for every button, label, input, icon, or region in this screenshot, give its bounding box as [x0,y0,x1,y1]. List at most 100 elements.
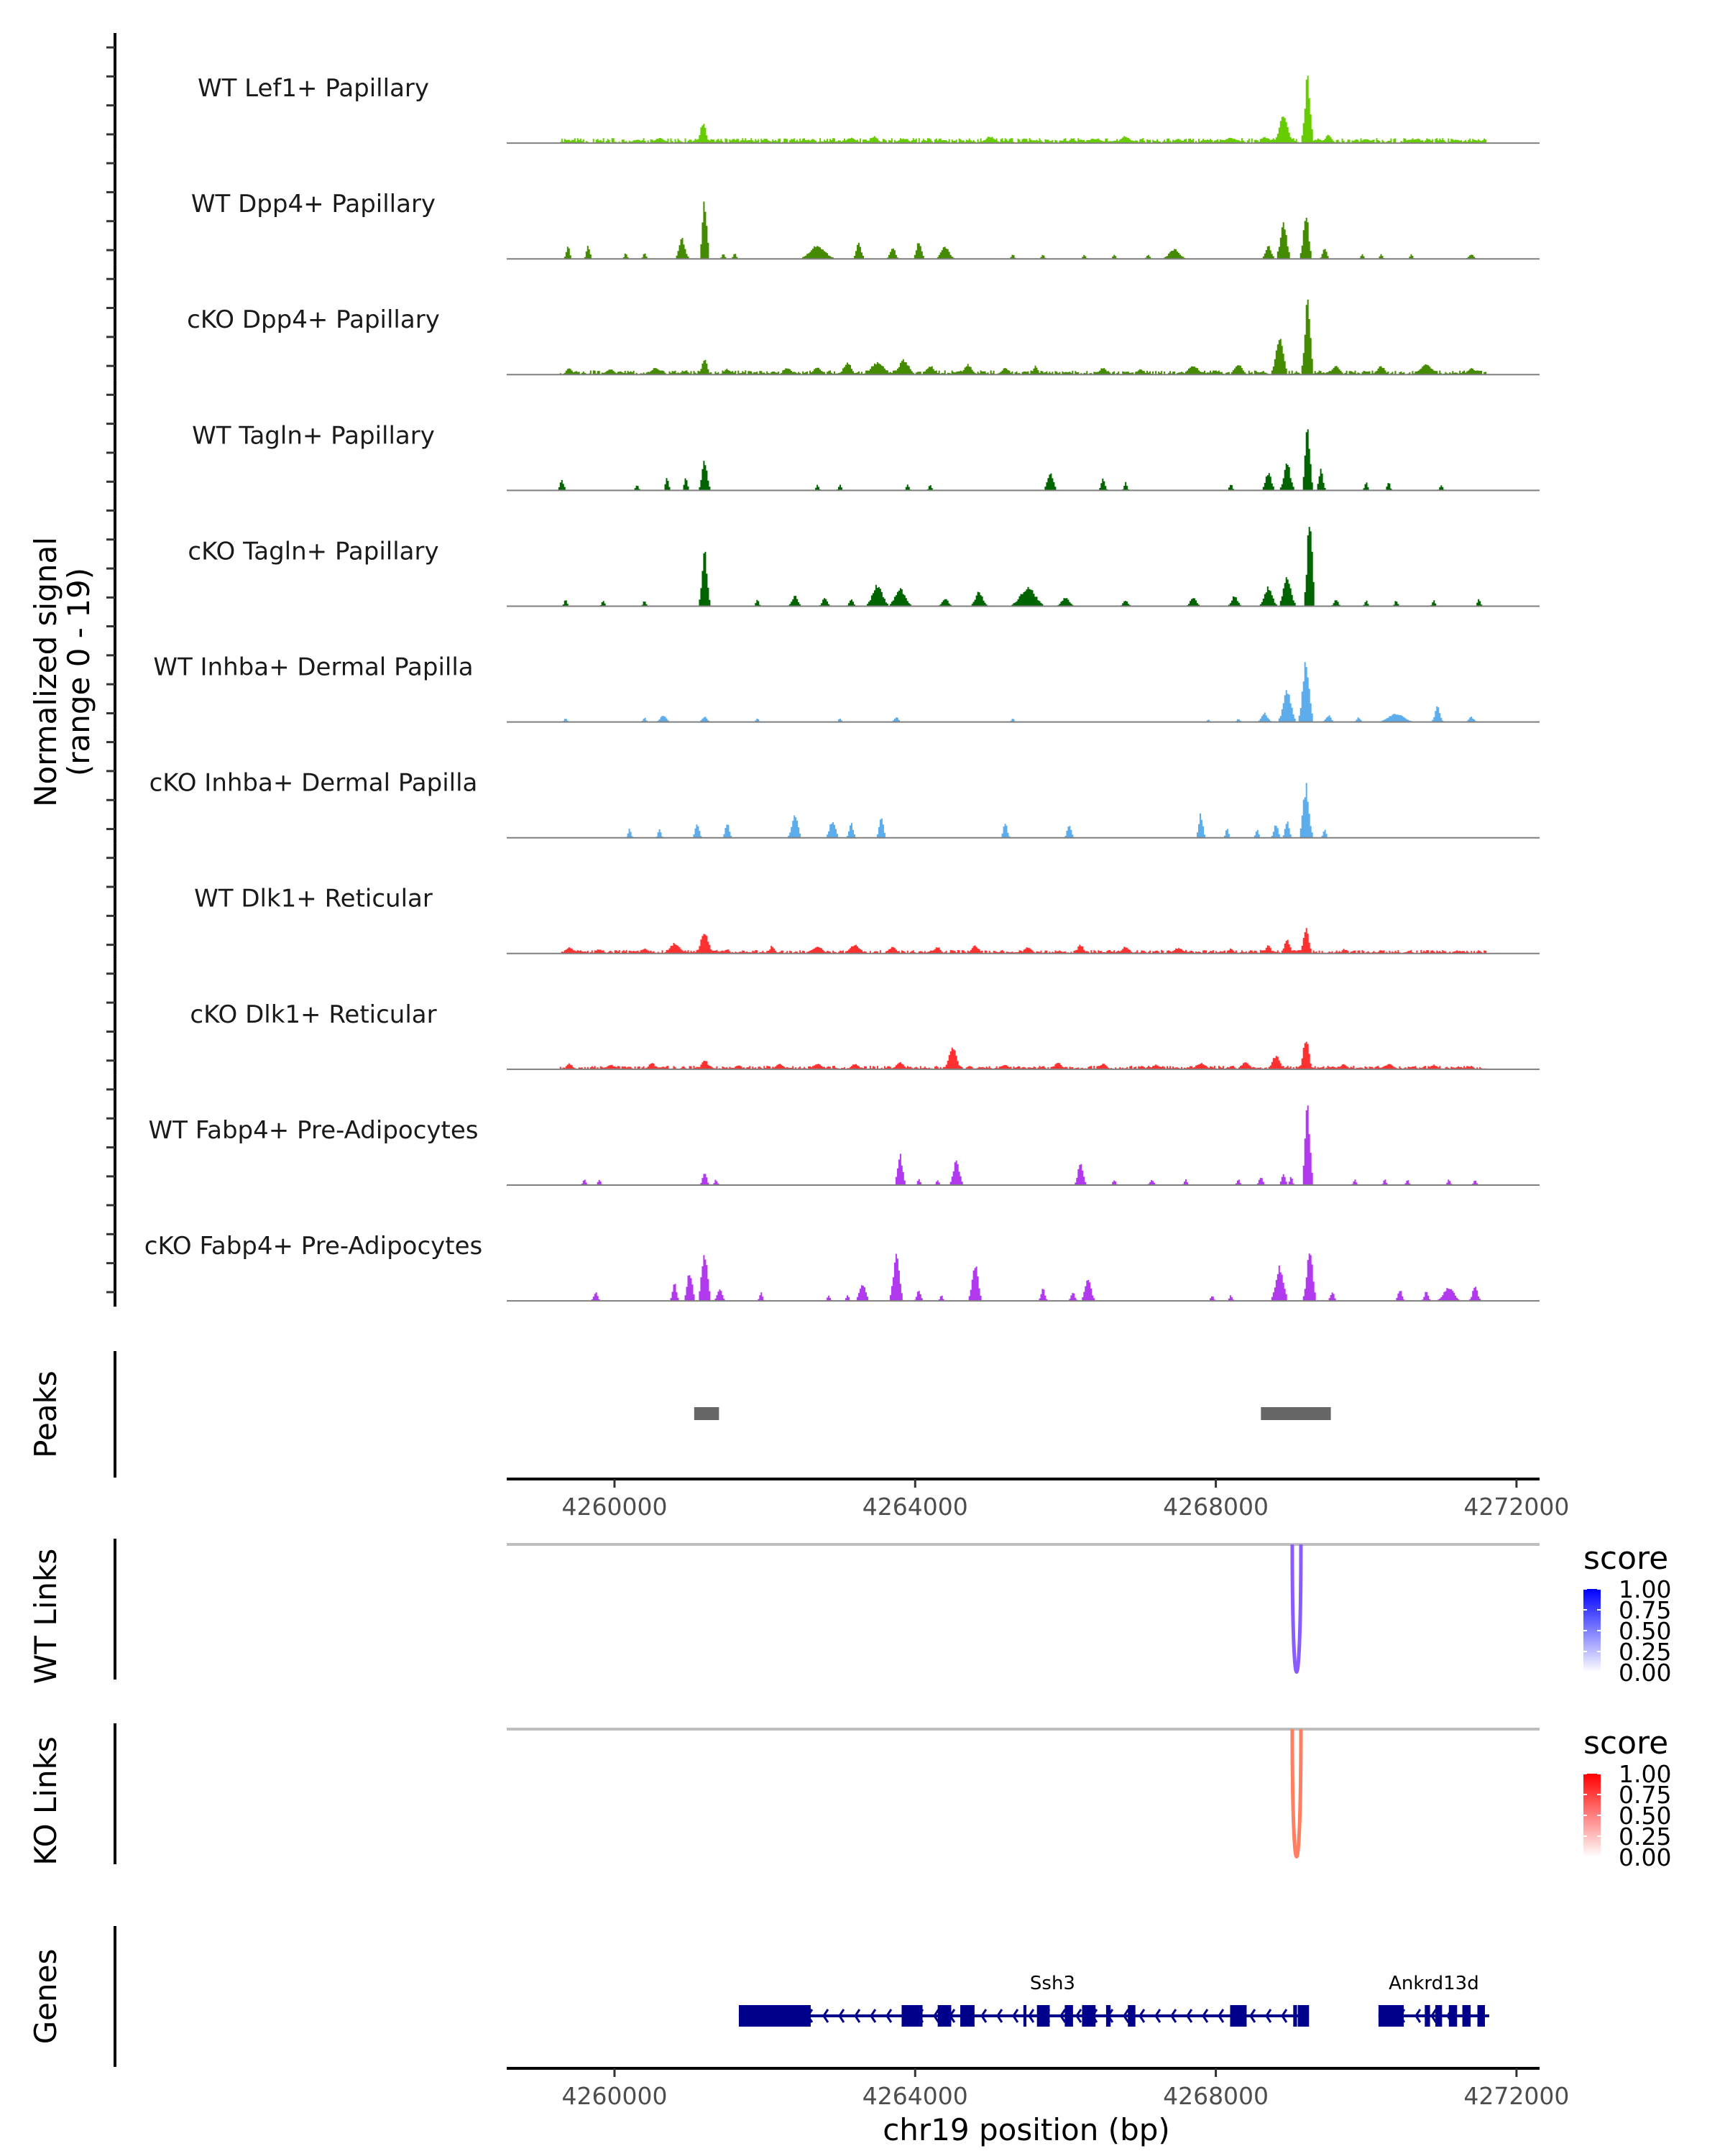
links-label: KO Links [28,1736,63,1866]
strand-chevron-icon [886,2009,893,2023]
coverage-area [507,783,1540,838]
x-tick-label: 4260000 [561,1493,667,1521]
coverage-track: WT Fabp4+ Pre-Adipocytes [106,1074,1540,1191]
legend-tick-label: 0.75 [1619,1596,1671,1624]
coverage-track: cKO Dpp4+ Papillary [106,264,1540,381]
gene-exon [1462,2005,1471,2027]
gene-exon [1378,2005,1404,2027]
gene-exon [1230,2005,1247,2027]
strand-chevron-icon [1059,2009,1067,2023]
legend-tick-label: 0.75 [1619,1781,1671,1809]
strand-chevron-icon [838,2009,845,2023]
track-label: WT Fabp4+ Pre-Adipocytes [149,1116,479,1145]
coverage-area [507,201,1540,259]
legend-tick-label: 0.00 [1619,1843,1671,1871]
strand-chevron-icon [1430,2009,1438,2023]
gene-exon [1036,2005,1050,2027]
x-tick-label: 4264000 [862,1493,968,1521]
strand-chevron-icon [980,2009,988,2023]
coverage-area [507,1105,1540,1185]
x-tick-label: 4268000 [1163,1493,1269,1521]
strand-chevron-icon [1028,2009,1035,2023]
strand-chevron-icon [1281,2009,1288,2023]
legend-tick-label: 0.25 [1619,1823,1671,1851]
gene-exon [1297,2005,1310,2027]
legend-tick-label: 0.00 [1619,1659,1671,1687]
x-tick-label: 4268000 [1163,2082,1269,2110]
gene-exon [1448,2005,1458,2027]
gene-exon [960,2005,975,2027]
strand-chevron-icon [854,2009,861,2023]
coverage-track: cKO Tagln+ Papillary [106,496,1540,612]
x-axis-title: chr19 position (bp) [883,2112,1170,2147]
coverage-area [507,662,1540,722]
gene-model: Ssh3 [738,1973,1310,2027]
links-label: WT Links [28,1549,63,1684]
strand-chevron-icon [870,2009,877,2023]
strand-chevron-icon [1265,2009,1272,2023]
coverage-area [507,527,1540,607]
coverage-track: cKO Fabp4+ Pre-Adipocytes [106,1191,1540,1307]
track-label: WT Dlk1+ Reticular [194,885,433,913]
strand-chevron-icon [1218,2009,1225,2023]
x-tick-label: 4260000 [561,2082,667,2110]
legend-title: score [1583,1540,1668,1577]
strand-chevron-icon [1170,2009,1177,2023]
coverage-area [507,429,1540,491]
legend-tick-label: 1.00 [1619,1760,1671,1788]
peaks-label: Peaks [28,1370,63,1458]
track-label: cKO Inhba+ Dermal Papilla [150,769,478,798]
gene-exon [1435,2005,1443,2027]
gene-exon [1128,2005,1136,2027]
legend-tick-label: 0.50 [1619,1617,1671,1645]
strand-chevron-icon [1012,2009,1019,2023]
gene-exon [919,2005,923,2027]
coverage-track: WT Tagln+ Papillary [106,380,1540,497]
strand-chevron-icon [1075,2009,1082,2023]
link-arc [1290,1544,1303,1674]
legend-tick-label: 0.50 [1619,1802,1671,1830]
x-axis-genes: 4260000 4264000 4268000 4272000 [507,2067,1569,2110]
track-label: cKO Tagln+ Papillary [188,537,438,566]
coverage-panel: Normalized signal (range 0 - 19) WT Lef1… [28,33,1540,1307]
genes-label: Genes [28,1949,63,2045]
gene-exon [1425,2005,1430,2027]
track-label: cKO Fabp4+ Pre-Adipocytes [144,1232,483,1261]
strand-chevron-icon [1123,2009,1130,2023]
gene-exon [1105,2005,1111,2027]
strand-chevron-icon [1202,2009,1209,2023]
track-label: WT Inhba+ Dermal Papilla [153,653,473,682]
strand-chevron-icon [1186,2009,1193,2023]
legend-tick-label: 0.25 [1619,1638,1671,1666]
gene-name-label: Ssh3 [1030,1973,1075,1994]
gene-exon [1082,2005,1096,2027]
coverage-area [507,299,1540,375]
x-tick-label: 4272000 [1463,1493,1569,1521]
peaks-panel: Peaks 4260000 4264000 4268000 4272000 [28,1351,1569,1521]
strand-chevron-icon [1154,2009,1162,2023]
gene-exon [901,2005,920,2027]
coverage-area [507,75,1540,144]
track-label: WT Lef1+ Papillary [198,74,429,103]
x-tick-label: 4272000 [1463,2082,1569,2110]
strand-chevron-icon [996,2009,1003,2023]
peak-region [1261,1407,1331,1420]
strand-chevron-icon [933,2009,940,2023]
track-label: cKO Dlk1+ Reticular [190,1000,436,1029]
genes-panel: Genes Ssh3 Ankrd13d 4260000 4264000 4268000… [28,1926,1569,2147]
coverage-ylabel-line2: (range 0 - 19) [61,568,96,776]
gene-exon [1064,2005,1073,2027]
coverage-ylabel-line1: Normalized signal [28,537,63,807]
legend-title: score [1583,1725,1668,1761]
strand-chevron-icon [822,2009,829,2023]
gene-model: Ankrd13d [1378,1973,1489,2027]
x-tick-label: 4264000 [862,2082,968,2110]
gene-exon [1477,2005,1485,2027]
gene-exon [1023,2005,1027,2027]
strand-chevron-icon [1414,2009,1422,2023]
